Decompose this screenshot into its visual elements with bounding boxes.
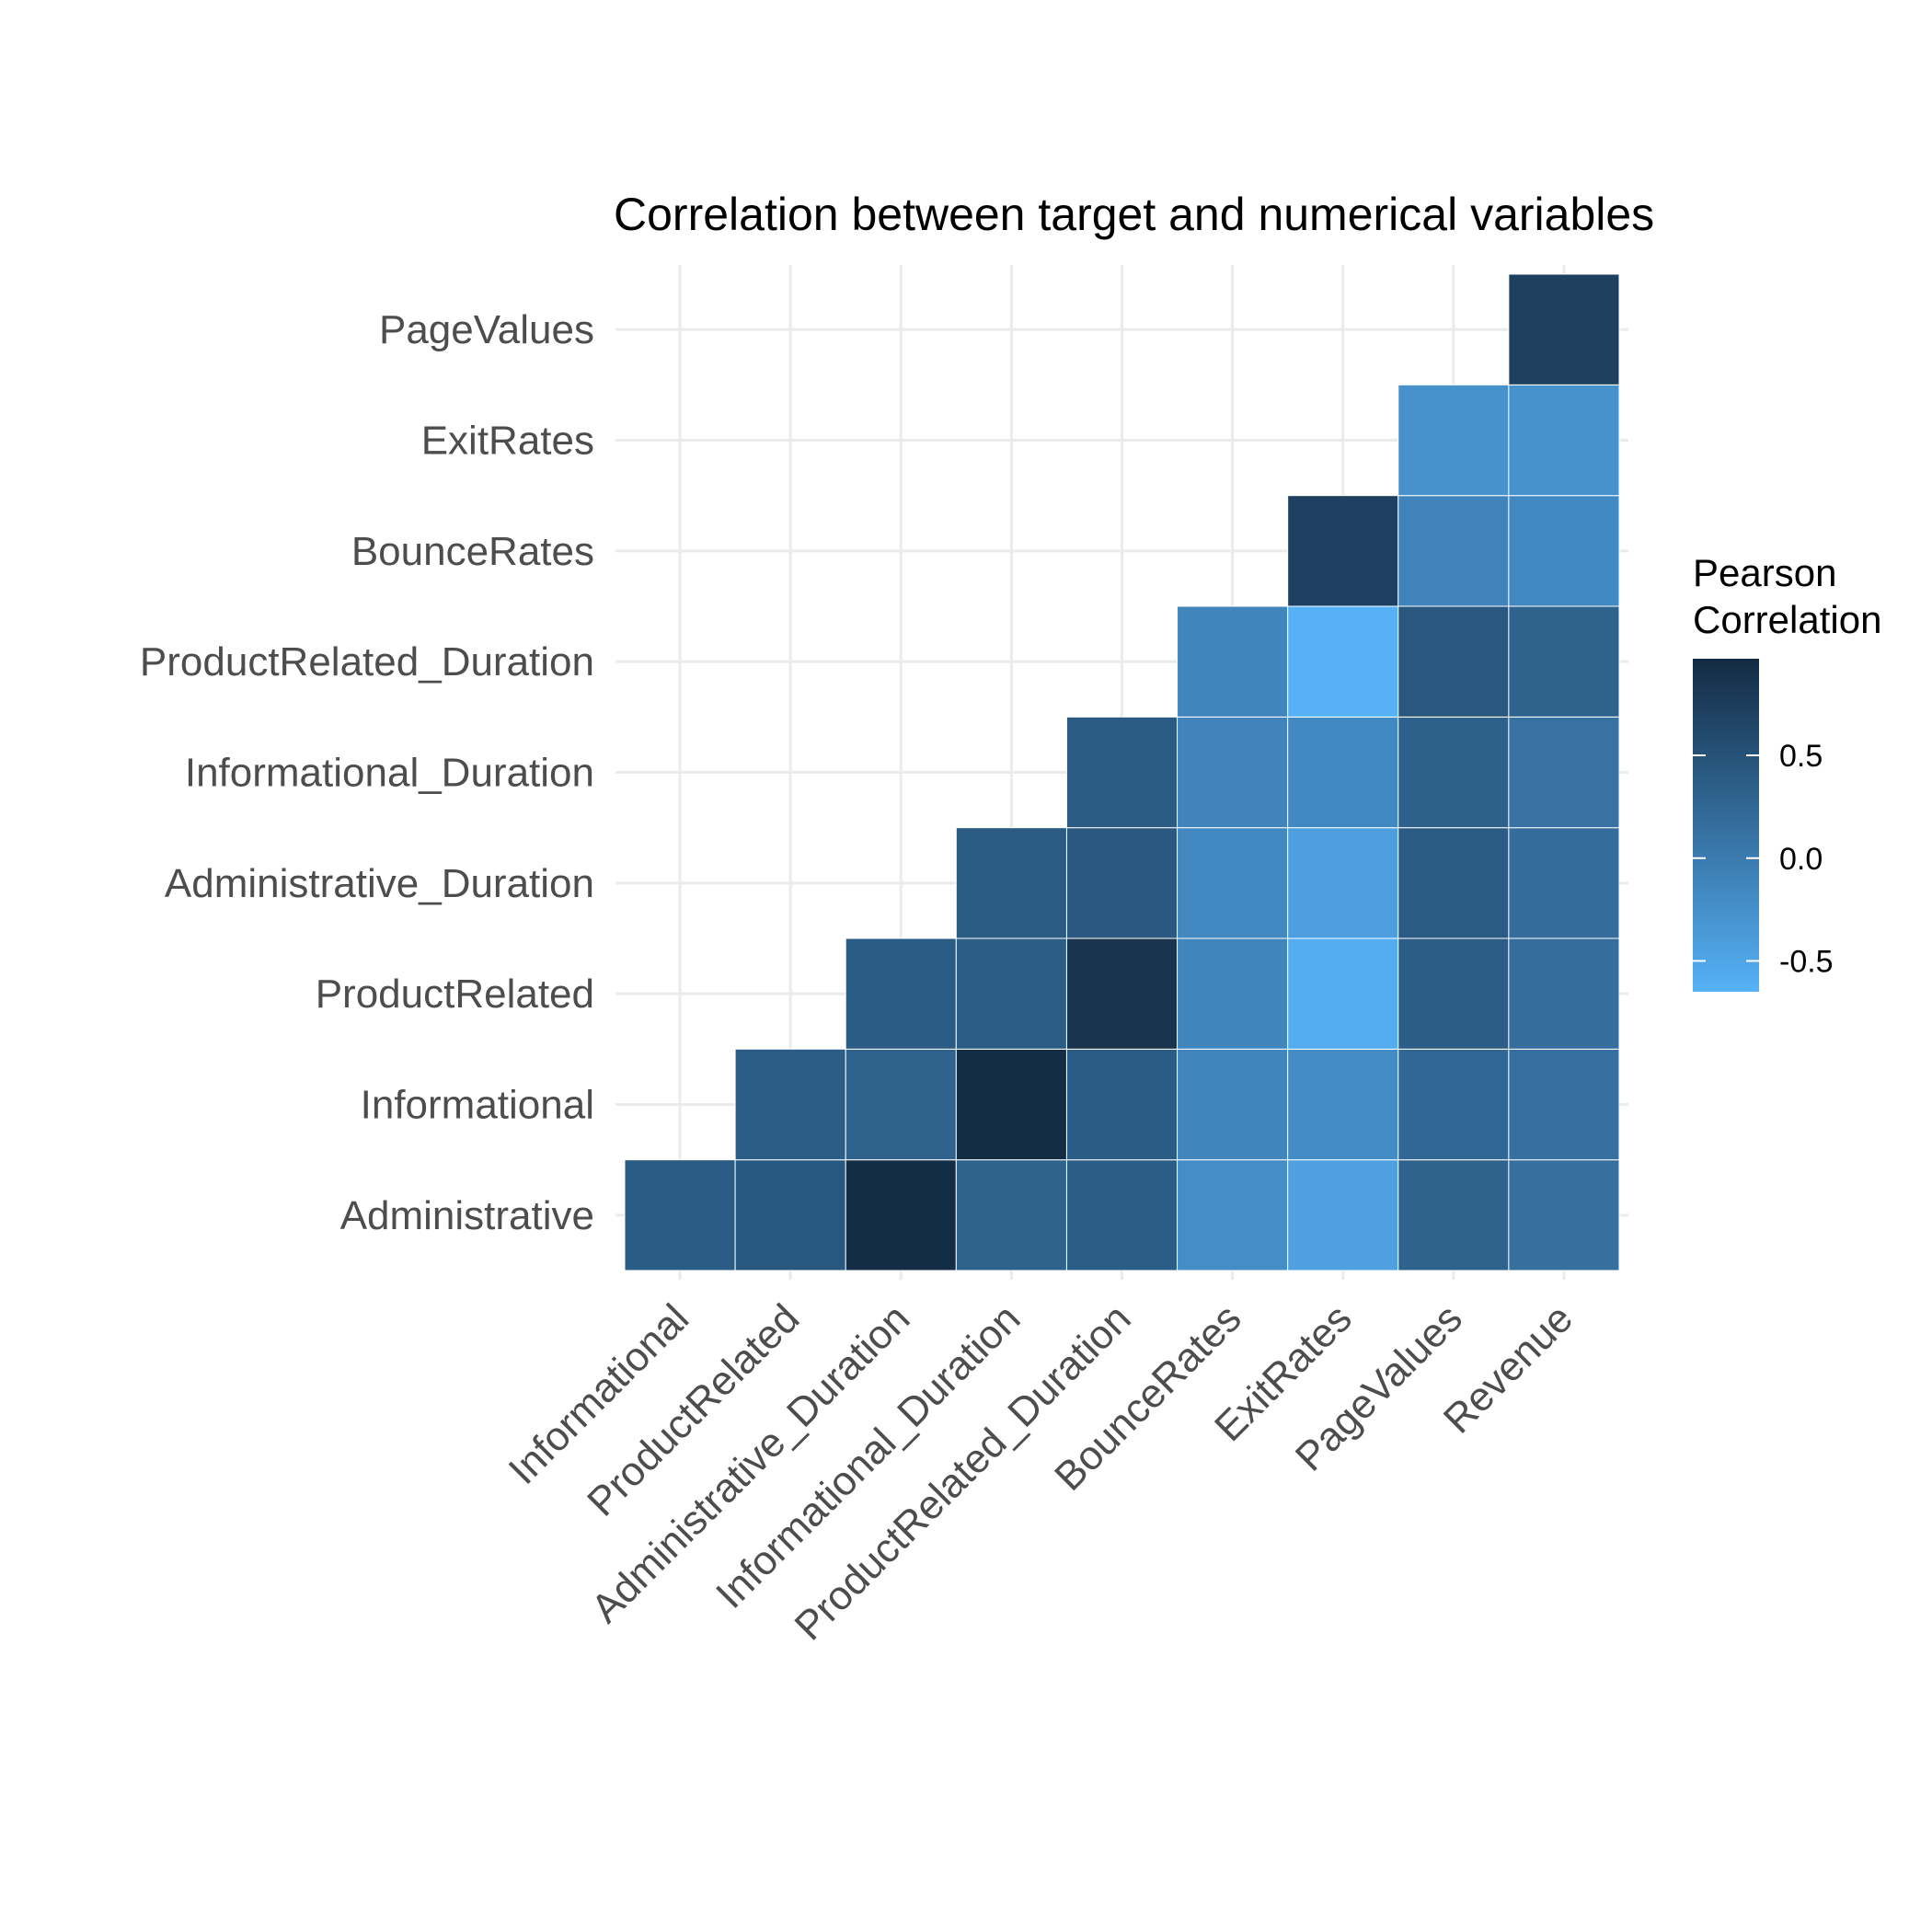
heatmap-cell	[734, 1048, 846, 1161]
heatmap-cell	[1065, 827, 1179, 939]
heatmap-cell	[1397, 495, 1510, 607]
heatmap-cell	[1177, 937, 1289, 1050]
y-tick-label: ProductRelated	[316, 972, 594, 1017]
heatmap-cell	[1287, 1048, 1399, 1161]
heatmap-cell	[1287, 827, 1399, 939]
heatmap-cell	[1397, 1048, 1510, 1161]
y-tick-label: Informational_Duration	[185, 751, 594, 796]
heatmap-cell	[1508, 495, 1620, 607]
heatmap-cell	[1397, 937, 1510, 1050]
color-legend: Pearson Correlation 0.5 0.0 -0.5	[1693, 551, 1881, 992]
heatmap-cell	[1177, 716, 1289, 829]
heatmap-cell	[1287, 937, 1399, 1050]
heatmap-cell	[955, 937, 1067, 1050]
heatmap-cell	[1287, 716, 1399, 829]
heatmap-cell	[1287, 1159, 1399, 1271]
heatmap-cell	[624, 1159, 736, 1271]
heatmap-cell	[955, 1159, 1067, 1271]
heatmap-cell	[1508, 273, 1620, 385]
legend-tick-label: 0.5	[1779, 739, 1823, 774]
heatmap-cell	[1508, 605, 1620, 718]
legend-title-line-1: Pearson	[1693, 551, 1836, 594]
chart-title: Correlation between target and numerical…	[614, 189, 1654, 240]
heatmap-cell	[1397, 716, 1510, 829]
heatmap-cell	[1065, 1159, 1179, 1271]
heatmap-cell	[1508, 937, 1620, 1050]
heatmap-cell	[1508, 384, 1620, 497]
heatmap-cell	[1065, 937, 1179, 1050]
heatmap-cell	[1177, 1048, 1289, 1161]
y-tick-label: Informational	[361, 1083, 594, 1128]
heatmap-cell	[1397, 827, 1510, 939]
heatmap-cell	[955, 827, 1067, 939]
heatmap-cell	[1065, 1048, 1179, 1161]
heatmap-cell	[1508, 827, 1620, 939]
heatmap-cell	[1287, 495, 1399, 607]
y-tick-label: Administrative_Duration	[165, 861, 594, 906]
y-tick-label: BounceRates	[351, 529, 594, 574]
legend-tick-label: 0.0	[1779, 842, 1823, 877]
heatmap-cell	[845, 1048, 957, 1161]
legend-colorbar	[1693, 659, 1759, 992]
heatmap-cell	[1397, 384, 1510, 497]
legend-title-line-2: Correlation	[1693, 598, 1881, 641]
heatmap-cell	[955, 1048, 1067, 1161]
heatmap-cell	[734, 1159, 846, 1271]
heatmap-cell	[1508, 716, 1620, 829]
heatmap-cell	[1177, 1159, 1289, 1271]
heatmap-cell	[1397, 1159, 1510, 1271]
heatmap-cell	[1177, 827, 1289, 939]
y-tick-label: ProductRelated_Duration	[140, 639, 594, 684]
y-axis-tick-labels: Administrative Informational ProductRelate…	[140, 307, 594, 1238]
legend-tick-label: -0.5	[1779, 944, 1834, 979]
heatmap-cell	[1287, 605, 1399, 718]
x-axis-tick-labels: InformationalProductRelatedAdministrativ…	[500, 1295, 1581, 1649]
heatmap-cell	[845, 1159, 957, 1271]
y-tick-label: ExitRates	[421, 419, 594, 464]
heatmap-cell	[1177, 605, 1289, 718]
legend-ticks: 0.5 0.0 -0.5	[1693, 739, 1834, 979]
heatmap-cell	[1508, 1159, 1620, 1271]
heatmap-cell	[1508, 1048, 1620, 1161]
heatmap-cell	[845, 937, 957, 1050]
y-tick-label: Administrative	[340, 1193, 594, 1238]
heatmap-cell	[1397, 605, 1510, 718]
heatmap-cells	[624, 273, 1620, 1271]
y-tick-label: PageValues	[379, 307, 594, 352]
heatmap-cell	[1065, 716, 1179, 829]
